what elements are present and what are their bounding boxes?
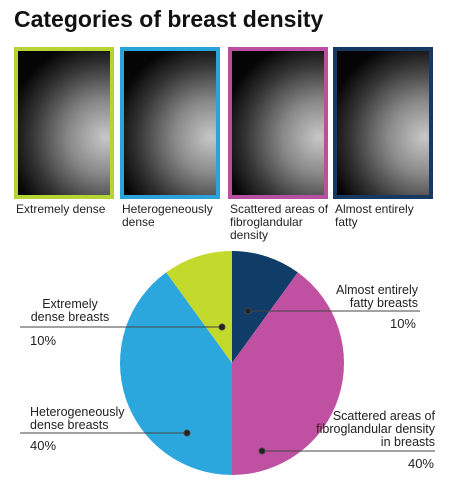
caption: Scattered areas of fibroglandular densit… xyxy=(230,202,329,242)
slice-value: 40% xyxy=(30,438,57,453)
slice-value: 10% xyxy=(30,333,57,348)
slice-label: Extremely dense breasts xyxy=(30,297,110,324)
mammogram xyxy=(14,47,114,199)
mammogram xyxy=(333,47,433,199)
leaders xyxy=(20,307,435,455)
caption: Almost entirely fatty xyxy=(335,202,414,229)
pie-slice xyxy=(119,272,232,475)
mammogram xyxy=(120,47,220,199)
slice-value: 10% xyxy=(389,316,416,331)
slice-label: Almost entirely fatty breasts xyxy=(336,283,418,310)
pie-slice xyxy=(232,272,345,475)
title: Categories of breast density xyxy=(14,6,324,32)
leader-dot xyxy=(218,323,226,331)
pie-slice xyxy=(232,251,298,363)
caption: Extremely dense xyxy=(16,202,106,216)
slice-value: 40% xyxy=(407,456,434,471)
leader-dot xyxy=(258,447,266,455)
mammogram xyxy=(228,47,328,199)
pie-slice xyxy=(166,251,232,363)
slice-label: Scattered areas of fibroglandular densit… xyxy=(316,409,435,449)
leader-dot xyxy=(244,307,252,315)
caption: Heterogeneously dense xyxy=(122,202,213,229)
slice-label: Heterogeneously dense breasts xyxy=(30,405,125,432)
leader-dot xyxy=(183,429,191,437)
